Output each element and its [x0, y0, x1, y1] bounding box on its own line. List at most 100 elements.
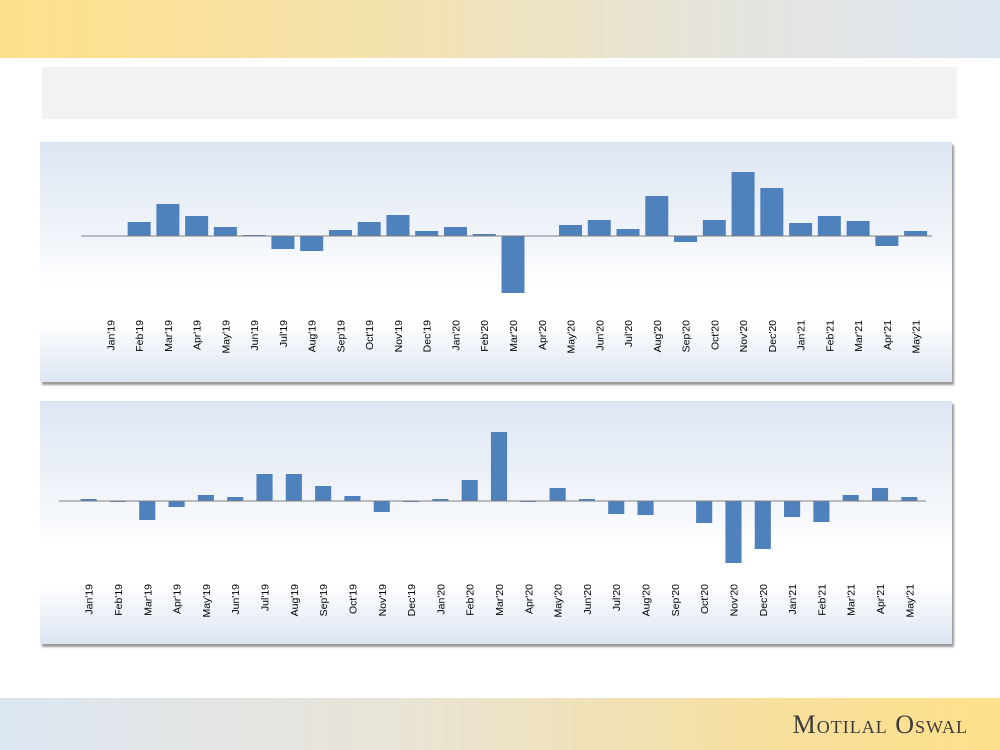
bar-Feb'19: [127, 222, 151, 236]
x-tick-label: Feb'21: [816, 584, 828, 616]
bar-May'21: [901, 497, 918, 501]
x-tick-label: Jun'19: [249, 320, 261, 351]
bar-Nov'20: [731, 172, 755, 236]
bar-Sep'19: [315, 486, 332, 501]
chart-panel-1: Jan'19 Feb'19 Mar'19 Apr'19 May'19 Jun'19 Jul'…: [40, 142, 952, 382]
x-tick-label: Mar'19: [142, 584, 154, 616]
x-tick-label: Jan'21: [787, 584, 799, 615]
bar-May'20: [559, 225, 583, 236]
x-tick-label: Jun'20: [582, 584, 594, 615]
bar-Jul'20: [616, 229, 640, 236]
bar-Feb'20: [472, 234, 496, 236]
x-tick-label: May'20: [553, 584, 565, 618]
bar-Jan'19: [80, 499, 97, 501]
x-tick-label: Jul'20: [611, 584, 623, 611]
x-tick-label: Feb'19: [134, 320, 146, 352]
bar-Aug'20: [645, 196, 669, 236]
bar-Aug'20: [637, 501, 654, 515]
x-tick-label: Aug'19: [289, 584, 301, 617]
bar-Nov'19: [373, 501, 390, 512]
bar-Feb'20: [461, 480, 478, 501]
bar-Dec'20: [754, 501, 771, 549]
x-tick-label: Feb'19: [113, 584, 125, 616]
x-tick-label: May'21: [904, 584, 916, 618]
bar-Apr'21: [871, 488, 889, 501]
bar-Feb'21: [817, 216, 841, 236]
x-tick-label: Apr'20: [523, 584, 535, 614]
bar-May'19: [213, 227, 237, 236]
x-tick-label: Nov'19: [393, 320, 405, 353]
x-tick-label: Mar'21: [846, 584, 858, 616]
x-tick-label: Jul'19: [278, 320, 290, 347]
x-tick-label: Nov'19: [377, 584, 389, 617]
bar-Oct'19: [357, 222, 381, 236]
bar-Mar'21: [846, 221, 870, 236]
bar-Aug'19: [300, 236, 324, 251]
x-tick-label: Dec'19: [406, 584, 418, 617]
x-tick-label: Jul'19: [260, 584, 272, 611]
x-tick-label: Jan'19: [105, 320, 117, 351]
bar-Oct'19: [344, 496, 361, 501]
x-tick-label: Apr'21: [875, 584, 887, 614]
x-tick-label: Jun'19: [230, 584, 242, 615]
bar-Apr'19: [185, 216, 209, 236]
footer-band: Motilal Oswal: [0, 698, 1000, 750]
bar-Nov'20: [725, 501, 742, 563]
title-box: [42, 67, 957, 119]
x-tick-label: Aug'19: [307, 320, 319, 353]
header-band: [0, 0, 1000, 58]
x-tick-label: Feb'20: [479, 320, 491, 352]
x-tick-label: Aug'20: [641, 584, 653, 617]
bar-Jun'20: [578, 499, 595, 501]
bar-Jul'19: [256, 474, 273, 501]
x-tick-label: Nov'20: [728, 584, 740, 617]
x-tick-label: Dec'20: [767, 320, 779, 353]
bar-Feb'21: [813, 501, 830, 522]
x-tick-label: May'19: [220, 320, 232, 354]
x-tick-label: Apr'19: [192, 320, 204, 350]
x-tick-label: Sep'20: [670, 584, 682, 617]
bar-Mar'21: [842, 495, 859, 501]
x-tick-label: Apr'21: [882, 320, 894, 350]
bar-Mar'19: [156, 204, 180, 236]
bar-Nov'19: [386, 215, 410, 236]
bar-Jan'21: [789, 223, 813, 236]
bar-Dec'20: [760, 188, 784, 236]
bar-Dec'19: [415, 231, 439, 236]
x-tick-label: Feb'21: [824, 320, 836, 352]
x-tick-label: Sep'20: [681, 320, 693, 353]
x-tick-label: Sep'19: [335, 320, 347, 353]
x-tick-label: May'21: [911, 320, 923, 354]
bar-Jun'20: [587, 220, 611, 236]
bar-May'20: [549, 488, 566, 501]
x-tick-label: Mar'21: [853, 320, 865, 352]
x-tick-label: Mar'20: [494, 584, 506, 616]
bar-Jan'20: [432, 499, 449, 501]
bar-Apr'19: [168, 501, 185, 507]
bar-chart-1: Jan'19 Feb'19 Mar'19 Apr'19 May'19 Jun'19 Jul'…: [81, 172, 932, 354]
bar-Mar'20: [501, 236, 525, 293]
x-tick-label: Oct'20: [699, 584, 711, 614]
bar-Sep'20: [674, 236, 698, 242]
x-tick-label: Sep'19: [318, 584, 330, 617]
bar-Sep'19: [328, 230, 352, 236]
x-tick-label: Apr'20: [537, 320, 549, 350]
x-tick-label: Jan'20: [450, 320, 462, 351]
bar-Jan'20: [443, 227, 467, 236]
x-tick-label: Mar'19: [163, 320, 175, 352]
bar-Mar'19: [139, 501, 156, 520]
bar-chart-2: Jan'19 Feb'19 Mar'19 Apr'19 May'19 Jun'19 Jul'…: [59, 432, 926, 618]
x-tick-label: Dec'19: [422, 320, 434, 353]
bar-Oct'20: [696, 501, 713, 523]
bar-Mar'20: [490, 432, 508, 501]
bar-Jul'19: [271, 236, 295, 249]
bar-May'19: [197, 495, 214, 501]
x-tick-label: Oct'19: [364, 320, 376, 350]
bar-Apr'21: [875, 236, 899, 246]
x-tick-label: Jul'20: [623, 320, 635, 347]
x-tick-label: Jan'20: [435, 584, 447, 615]
x-tick-label: Jan'19: [84, 584, 96, 615]
brand-logo: Motilal Oswal: [792, 710, 968, 739]
x-tick-label: Mar'20: [508, 320, 520, 352]
bar-May'21: [904, 231, 928, 236]
